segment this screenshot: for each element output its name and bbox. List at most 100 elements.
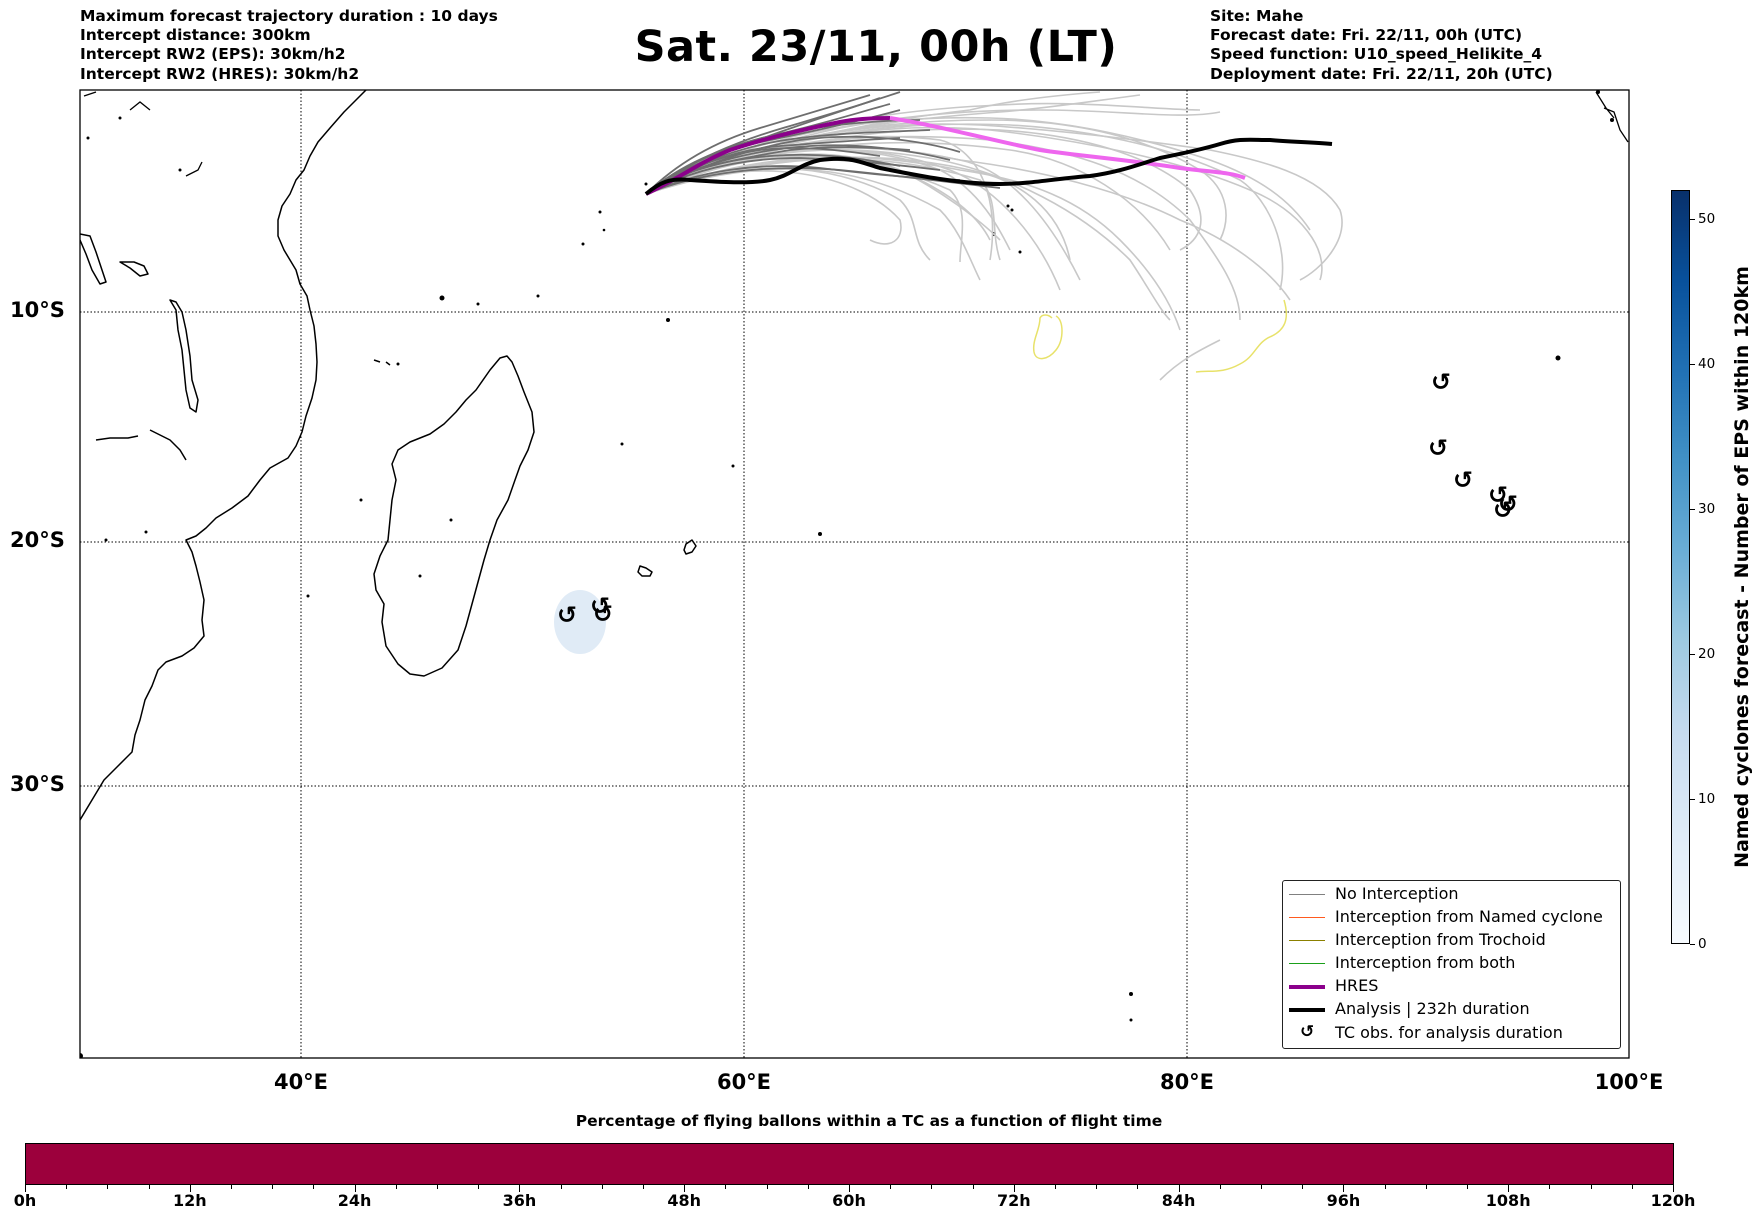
header-info-left: Maximum forecast trajectory duration : 1…: [80, 7, 498, 84]
flight-time-minor-tick: [890, 1185, 892, 1189]
lake-coastline-2: [149, 429, 187, 461]
bottom-colorbar-title: Percentage of flying ballons within a TC…: [575, 1112, 1163, 1130]
flight-time-tick-label: 12h: [172, 1191, 207, 1210]
tc-obs-symbol: ↺: [1428, 434, 1448, 462]
trajectory-duration-text: Maximum forecast trajectory duration : 1…: [80, 7, 498, 25]
colorbar-tick: [1690, 219, 1695, 220]
flight-time-minor-tick: [1178, 1185, 1180, 1192]
colorbar-tick-label: 20: [1698, 646, 1716, 662]
flight-time-minor-tick: [25, 1185, 26, 1192]
africa-coastline: [80, 90, 367, 821]
flight-time-tick-label: 84h: [1161, 1191, 1196, 1210]
arabian-coast-fragments: [83, 91, 1629, 177]
kenya-lake: [80, 233, 107, 285]
legend-label: Interception from Named cyclone: [1335, 907, 1603, 926]
madagascar-coastline: [373, 355, 535, 677]
flight-time-tick-label: 72h: [996, 1191, 1031, 1210]
flight-time-tick-label: 96h: [1326, 1191, 1361, 1210]
legend-label: Analysis | 232h duration: [1335, 999, 1530, 1018]
forecast-date-text: Forecast date: Fri. 22/11, 00h (UTC): [1210, 26, 1523, 45]
flight-time-minor-tick: [1055, 1185, 1056, 1189]
colorbar-tick: [1690, 944, 1695, 945]
flight-time-minor-tick: [395, 1185, 397, 1189]
lat-label-10s: 10°S: [10, 298, 65, 322]
lon-label-40e: 40°E: [273, 1070, 329, 1094]
mauritius-coastline: [683, 539, 697, 555]
lake-coastline-3: [95, 435, 139, 441]
lon-label-80e: 80°E: [1159, 1070, 1215, 1094]
flight-time-minor-tick: [1261, 1185, 1262, 1189]
flight-time-minor-tick: [1425, 1185, 1427, 1189]
flight-time-minor-tick: [560, 1185, 562, 1189]
legend-swatch: [1289, 940, 1325, 941]
cyclone-density-area: [554, 590, 606, 654]
colorbar-tick: [1690, 509, 1695, 510]
flight-time-tick-label: 24h: [337, 1191, 372, 1210]
flight-time-minor-tick: [354, 1185, 356, 1192]
flight-time-colorbar: [25, 1143, 1674, 1185]
colorbar-tick-label: 50: [1698, 211, 1716, 227]
map-frame: [79, 89, 1630, 1059]
flight-time-minor-tick: [684, 1185, 686, 1192]
flight-time-minor-tick: [519, 1185, 521, 1192]
flight-time-minor-tick: [1013, 1185, 1015, 1192]
intercept-distance-text: Intercept distance: 300km: [80, 26, 311, 45]
tc-observations: ↺ ↺ ↺ ↺ ↺ ↺ ↺ ↺ ↺: [557, 368, 1518, 629]
tc-obs-symbol: ↺: [1498, 490, 1518, 518]
flight-time-minor-tick: [66, 1185, 68, 1189]
comoros-islands: [373, 359, 391, 366]
speed-function-text: Speed function: U10_speed_Helikite_4: [1210, 45, 1543, 64]
flight-time-minor-tick: [189, 1185, 191, 1192]
legend-item-analysis: Analysis | 232h duration: [1283, 998, 1620, 1021]
legend-label: TC obs. for analysis duration: [1335, 1023, 1563, 1042]
flight-time-minor-tick: [437, 1185, 438, 1189]
tc-obs-symbol: ↺: [557, 601, 577, 629]
map-legend: No Interception Interception from Named …: [1282, 880, 1621, 1049]
legend-label: HRES: [1335, 976, 1379, 995]
colorbar-tick: [1690, 364, 1695, 365]
flight-time-minor-tick: [1384, 1185, 1386, 1189]
legend-item-tc-obs: ↺ TC obs. for analysis duration: [1283, 1022, 1620, 1045]
flight-time-tick-label: 0h: [13, 1191, 37, 1210]
tc-obs-symbol: ↺: [1493, 496, 1513, 524]
colorbar-tick-label: 40: [1698, 356, 1716, 372]
legend-item-named-cyclone: Interception from Named cyclone: [1283, 906, 1620, 929]
coastlines: [80, 90, 697, 821]
header-info-right: Site: Mahe Forecast date: Fri. 22/11, 00…: [1210, 7, 1553, 84]
tc-obs-symbol: ↺: [593, 600, 613, 628]
flight-time-minor-tick: [1549, 1185, 1551, 1189]
flight-time-minor-tick: [931, 1185, 933, 1189]
legend-item-both: Interception from both: [1283, 952, 1620, 975]
colorbar-tick-label: 10: [1698, 791, 1716, 807]
lat-label-20s: 20°S: [10, 528, 65, 552]
flight-time-minor-tick: [107, 1185, 109, 1189]
flight-time-minor-tick: [766, 1185, 768, 1189]
reunion-coastline: [637, 565, 653, 577]
legend-item-no-interception: No Interception: [1283, 883, 1620, 906]
legend-label: Interception from Trochoid: [1335, 930, 1546, 949]
flight-time-minor-tick: [1673, 1185, 1674, 1192]
legend-item-trochoid: Interception from Trochoid: [1283, 929, 1620, 952]
hres-trajectory-b: [889, 116, 1246, 180]
legend-swatch: [1289, 1008, 1325, 1012]
flight-time-minor-tick: [643, 1185, 644, 1189]
flight-time-minor-tick: [1508, 1185, 1510, 1192]
flight-time-tick-label: 120h: [1650, 1191, 1696, 1210]
eps-trajectories-light: [645, 91, 1343, 381]
tc-obs-symbol: ↺: [1431, 368, 1451, 396]
legend-swatch: [1289, 963, 1325, 964]
mozambique-channel-island: [169, 299, 199, 413]
lon-label-60e: 60°E: [716, 1070, 772, 1094]
intercept-hres-text: Intercept RW2 (HRES): 30km/h2: [80, 64, 360, 83]
deployment-date-text: Deployment date: Fri. 22/11, 20h (UTC): [1210, 64, 1553, 83]
flight-time-minor-tick: [725, 1185, 727, 1189]
colorbar-tick: [1690, 799, 1695, 800]
flight-time-minor-tick: [1590, 1185, 1592, 1189]
flight-time-minor-tick: [807, 1185, 809, 1189]
lon-label-100e: 100°E: [1594, 1070, 1664, 1094]
flight-time-minor-tick: [849, 1185, 850, 1192]
flight-time-tick-label: 60h: [832, 1191, 866, 1210]
flight-time-minor-tick: [272, 1185, 274, 1189]
flight-time-minor-tick: [148, 1185, 150, 1189]
